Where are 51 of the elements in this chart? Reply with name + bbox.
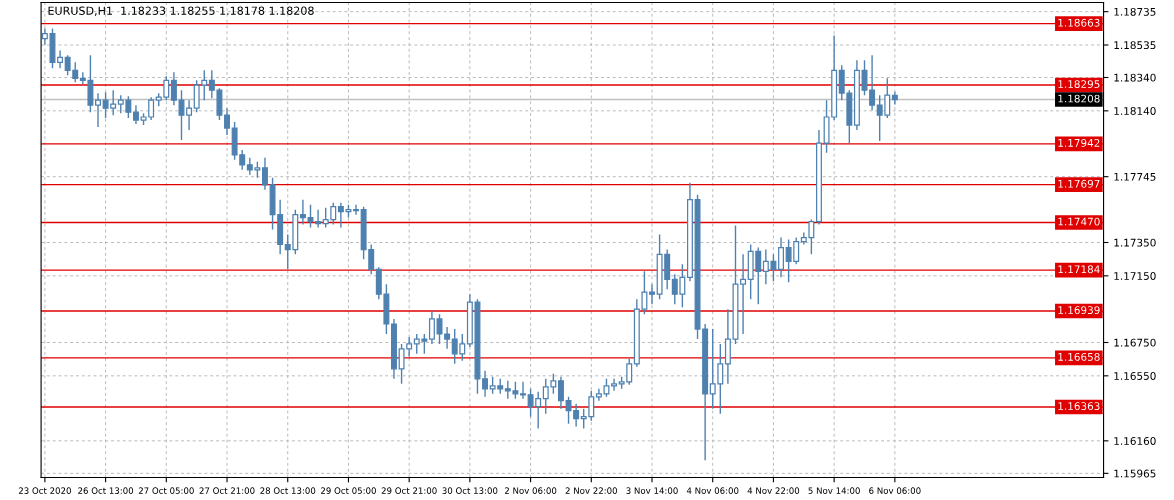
y-tick-label: 1.18340 [1114, 73, 1156, 82]
ref-line-label: 1.18208 [1058, 94, 1100, 103]
candlestick [557, 376, 564, 410]
y-tick-label: 1.16550 [1114, 372, 1156, 380]
y-tick-label: 1.15965 [1114, 469, 1156, 478]
candlestick [95, 92, 101, 128]
ref-line-label: 1.16939 [1058, 306, 1100, 315]
y-tick-label: 1.17150 [1114, 272, 1156, 280]
ref-line-label: 1.16363 [1058, 402, 1100, 411]
y-tick-label: 1.16750 [1114, 338, 1156, 347]
candlestick [649, 283, 655, 305]
x-tick-label: 2 Nov 22:00 [565, 487, 618, 494]
x-tick-label: 4 Nov 22:00 [747, 487, 800, 494]
x-tick-label: 29 Oct 05:00 [321, 487, 376, 494]
x-tick-label: 4 Nov 06:00 [686, 487, 739, 494]
ref-line-label: 1.17942 [1058, 138, 1100, 147]
y-tick-label: 1.16160 [1114, 437, 1156, 445]
x-tick-label: 23 Oct 2020 [18, 487, 71, 494]
x-tick-label: 3 Nov 14:00 [626, 487, 678, 494]
ref-line-label: 1.17697 [1058, 179, 1100, 188]
x-tick-label: 29 Oct 21:00 [381, 487, 437, 494]
candlestick [778, 236, 785, 279]
y-tick-label: 1.18535 [1114, 41, 1156, 50]
x-tick-label: 27 Oct 05:00 [138, 487, 194, 494]
candlestick [186, 99, 193, 131]
candlestick [353, 203, 360, 216]
ref-line-label: 1.17184 [1058, 265, 1100, 274]
ref-line-label: 1.17470 [1058, 217, 1100, 226]
y-tick-label: 1.17745 [1114, 173, 1156, 181]
x-tick-label: 5 Nov 14:00 [808, 487, 860, 494]
x-tick-label: 30 Oct 13:00 [442, 487, 498, 494]
y-tick-label: 1.18735 [1114, 7, 1156, 16]
candlestick [482, 370, 489, 398]
candlestick [132, 104, 139, 125]
candlestick [611, 378, 618, 392]
chart-title: EURUSD,H1 1.18233 1.18255 1.18178 1.18208 [48, 6, 314, 17]
x-tick-label: 6 Nov 06:00 [869, 487, 921, 494]
candlestick [740, 253, 747, 335]
x-tick-label: 26 Oct 13:00 [78, 487, 134, 494]
x-tick-label: 28 Oct 13:00 [260, 487, 316, 494]
x-tick-label: 27 Oct 21:00 [199, 487, 255, 494]
ref-line-label: 1.16658 [1058, 352, 1100, 361]
candlestick [520, 381, 526, 400]
ref-line-label: 1.18663 [1058, 18, 1100, 27]
ref-line-label: 1.18295 [1058, 80, 1100, 89]
y-tick-label: 1.18140 [1114, 107, 1156, 115]
candlestick [224, 107, 230, 136]
x-tick-label: 2 Nov 06:00 [504, 487, 557, 494]
candlestick [261, 157, 268, 191]
y-tick-label: 1.17350 [1114, 238, 1156, 247]
candlestick [428, 310, 435, 345]
